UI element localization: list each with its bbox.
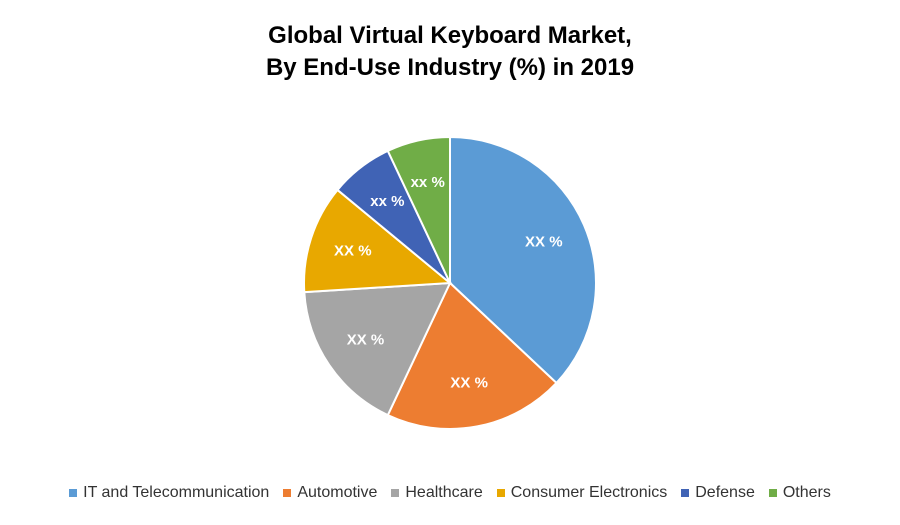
chart-title-line-2: By End-Use Industry (%) in 2019 xyxy=(265,54,635,81)
legend-label-1: Automotive xyxy=(297,484,378,501)
legend-item-2: Healthcare xyxy=(391,484,483,502)
legend-label-5: Others xyxy=(782,484,831,501)
pie-slice-label-2: XX % xyxy=(347,331,385,348)
legend-swatch-2 xyxy=(391,489,400,497)
legend-label-3: Consumer Electronics xyxy=(510,484,668,501)
legend-item-0: IT and Telecommunication xyxy=(69,484,269,502)
legend-swatch-3 xyxy=(496,489,505,497)
chart-legend: IT and Telecommunication Automotive Health… xyxy=(0,484,900,502)
pie-slice-2 xyxy=(303,281,452,417)
chart-title-line-1: Global Virtual Keyboard Market, xyxy=(268,22,632,49)
pie-slice-label-3: XX % xyxy=(334,242,372,259)
pie-slice-0 xyxy=(449,135,597,385)
legend-item-3: Consumer Electronics xyxy=(496,484,668,502)
legend-swatch-0 xyxy=(69,489,78,497)
legend-item-5: Others xyxy=(768,484,831,502)
pie-slice-3 xyxy=(303,188,453,294)
pie-slice-1 xyxy=(386,281,558,430)
legend-swatch-4 xyxy=(681,489,690,497)
pie-slice-label-4: xx % xyxy=(370,193,404,210)
legend-label-4: Defense xyxy=(695,484,755,501)
pie-slice-label-0: XX % xyxy=(525,233,563,250)
pie-slice-5 xyxy=(386,135,451,284)
legend-item-4: Defense xyxy=(681,484,755,502)
chart-title: Global Virtual Keyboard Market, By End-U… xyxy=(0,20,900,84)
legend-label-2: Healthcare xyxy=(405,484,483,501)
legend-item-1: Automotive xyxy=(283,484,377,502)
legend-label-0: IT and Telecommunication xyxy=(83,484,270,501)
legend-swatch-5 xyxy=(768,489,777,497)
pie-slice-label-5: xx % xyxy=(411,174,445,191)
pie-slice-label-1: XX % xyxy=(450,374,488,391)
legend-swatch-1 xyxy=(283,489,292,497)
